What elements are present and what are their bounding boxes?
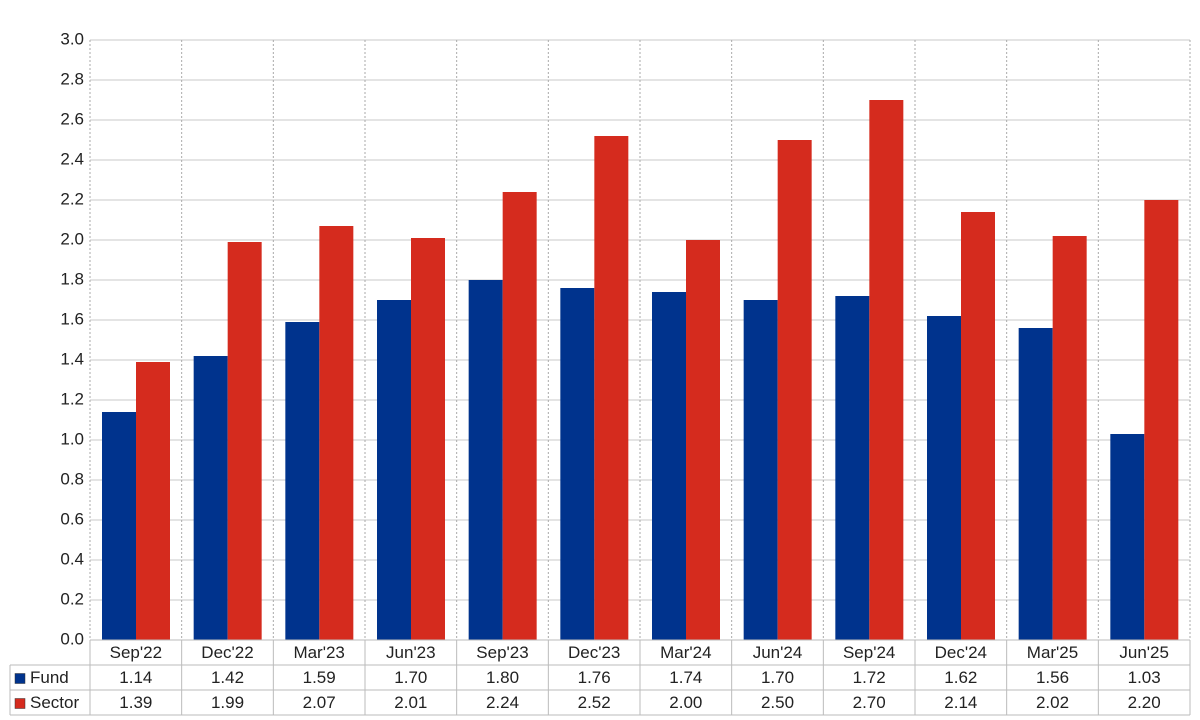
table-value: 1.72 xyxy=(853,668,886,687)
bar xyxy=(285,322,320,640)
table-value: 1.80 xyxy=(486,668,519,687)
y-tick-label: 1.0 xyxy=(60,429,84,448)
y-tick-label: 2.0 xyxy=(60,229,84,248)
table-value: 2.70 xyxy=(853,693,886,712)
table-value: 2.20 xyxy=(1128,693,1161,712)
y-tick-label: 2.6 xyxy=(60,109,84,128)
y-tick-label: 0.4 xyxy=(60,549,84,568)
bar xyxy=(835,296,870,640)
table-value: 1.70 xyxy=(761,668,794,687)
table-value: 1.70 xyxy=(394,668,427,687)
x-tick-label: Sep'24 xyxy=(843,643,895,662)
table-value: 2.14 xyxy=(944,693,977,712)
bar xyxy=(193,356,228,640)
table-value: 1.99 xyxy=(211,693,244,712)
bar xyxy=(1018,328,1053,640)
bar xyxy=(594,136,629,640)
table-value: 1.56 xyxy=(1036,668,1069,687)
y-tick-label: 1.8 xyxy=(60,269,84,288)
table-value: 1.42 xyxy=(211,668,244,687)
x-tick-label: Dec'22 xyxy=(201,643,253,662)
x-tick-label: Mar'25 xyxy=(1027,643,1078,662)
table-value: 1.14 xyxy=(119,668,152,687)
bar xyxy=(377,300,411,640)
table-value: 1.62 xyxy=(944,668,977,687)
table-value: 1.76 xyxy=(578,668,611,687)
table-value: 1.39 xyxy=(119,693,152,712)
bar xyxy=(1110,434,1145,640)
legend-label: Fund xyxy=(30,668,69,687)
bar xyxy=(1144,200,1179,640)
y-tick-label: 0.6 xyxy=(60,509,84,528)
x-tick-label: Jun'23 xyxy=(386,643,436,662)
table-value: 1.03 xyxy=(1128,668,1161,687)
table-value: 2.52 xyxy=(578,693,611,712)
table-value: 1.59 xyxy=(303,668,336,687)
bar xyxy=(319,226,354,640)
legend-swatch xyxy=(14,698,26,709)
bar xyxy=(927,316,961,640)
bar xyxy=(961,212,995,640)
y-tick-label: 2.4 xyxy=(60,149,84,168)
table-value: 2.24 xyxy=(486,693,519,712)
bar xyxy=(468,280,503,640)
legend-label: Sector xyxy=(30,693,79,712)
table-value: 2.00 xyxy=(669,693,702,712)
x-tick-label: Jun'24 xyxy=(753,643,803,662)
y-tick-label: 0.0 xyxy=(60,629,84,648)
x-tick-label: Dec'24 xyxy=(935,643,987,662)
y-tick-label: 1.4 xyxy=(60,349,84,368)
bar xyxy=(102,412,136,640)
y-tick-label: 2.2 xyxy=(60,189,84,208)
x-tick-label: Sep'22 xyxy=(110,643,162,662)
bar xyxy=(560,288,595,640)
table-value: 2.07 xyxy=(303,693,336,712)
x-tick-label: Jun'25 xyxy=(1119,643,1169,662)
bar xyxy=(227,242,262,640)
bar xyxy=(411,238,445,640)
bar xyxy=(136,362,170,640)
bar xyxy=(743,300,778,640)
legend-swatch xyxy=(14,673,26,684)
y-tick-label: 3.0 xyxy=(60,29,84,48)
table-value: 2.50 xyxy=(761,693,794,712)
bar xyxy=(777,140,812,640)
bar xyxy=(502,192,537,640)
table-value: 1.74 xyxy=(669,668,702,687)
bar xyxy=(1052,236,1087,640)
table-value: 2.02 xyxy=(1036,693,1069,712)
bar xyxy=(652,292,686,640)
x-tick-label: Dec'23 xyxy=(568,643,620,662)
y-tick-label: 0.8 xyxy=(60,469,84,488)
bar xyxy=(686,240,720,640)
x-tick-label: Mar'24 xyxy=(660,643,711,662)
x-tick-label: Mar'23 xyxy=(293,643,344,662)
y-tick-label: 2.8 xyxy=(60,69,84,88)
y-tick-label: 0.2 xyxy=(60,589,84,608)
y-tick-label: 1.2 xyxy=(60,389,84,408)
bar xyxy=(869,100,904,640)
x-tick-label: Sep'23 xyxy=(476,643,528,662)
y-tick-label: 1.6 xyxy=(60,309,84,328)
table-value: 2.01 xyxy=(394,693,427,712)
